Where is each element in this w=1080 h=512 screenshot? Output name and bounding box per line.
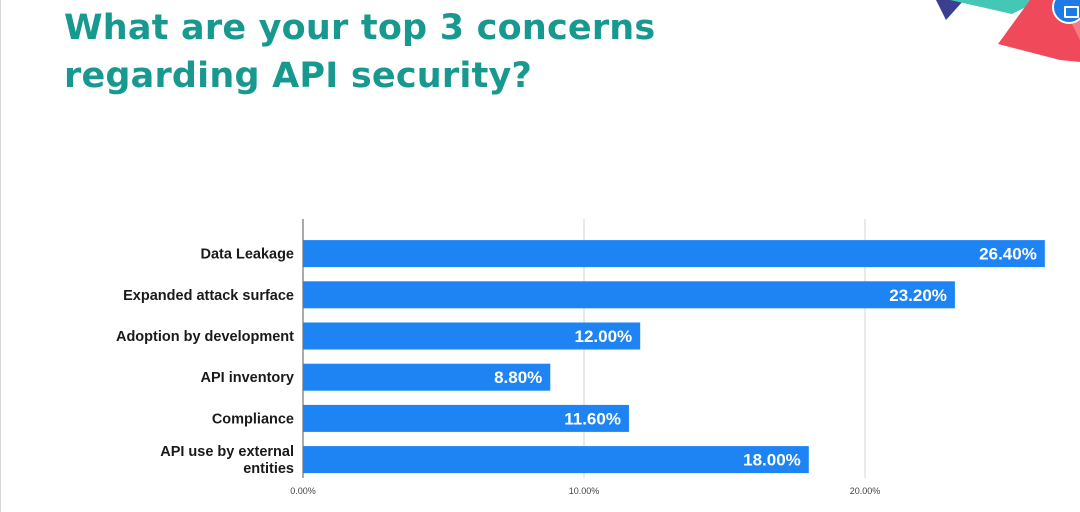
title-line-1: What are your top 3 concerns xyxy=(64,8,656,48)
category-label: Data Leakage xyxy=(201,247,295,263)
bar xyxy=(303,446,809,474)
bars: 26.40% 23.20% 12.00% 8.80% 11.60% 18.00% xyxy=(303,240,1045,474)
title-line-2: regarding API security? xyxy=(64,56,533,96)
bar xyxy=(303,363,551,391)
bar xyxy=(303,240,1045,268)
bar-value-label: 18.00% xyxy=(743,451,801,470)
category-label: Compliance xyxy=(212,411,294,427)
bar-value-label: 11.60% xyxy=(564,409,621,428)
bar xyxy=(303,281,955,309)
x-tick-label: 20.00% xyxy=(850,486,881,496)
bar-value-label: 26.40% xyxy=(979,245,1037,264)
slide-left-edge xyxy=(0,0,1,512)
teal-shape xyxy=(950,0,1040,14)
category-label: entities xyxy=(243,461,294,477)
category-label: API use by external xyxy=(160,444,294,460)
category-labels: Data Leakage Expanded attack surface Adopt… xyxy=(116,247,294,478)
x-axis-ticks: 0.00% 10.00% 20.00% xyxy=(290,486,880,496)
x-tick-label: 0.00% xyxy=(290,486,316,496)
category-label: API inventory xyxy=(201,370,294,386)
bar-value-label: 23.20% xyxy=(889,286,947,305)
x-tick-label: 10.00% xyxy=(569,486,600,496)
bar-value-label: 8.80% xyxy=(494,368,542,387)
category-label: Adoption by development xyxy=(116,329,294,345)
page-title: What are your top 3 concerns regarding A… xyxy=(64,4,764,100)
bar xyxy=(303,322,641,350)
navy-triangle xyxy=(936,0,964,20)
category-label: Expanded attack surface xyxy=(123,288,294,304)
bar xyxy=(303,404,629,432)
bar-value-label: 12.00% xyxy=(575,327,633,346)
